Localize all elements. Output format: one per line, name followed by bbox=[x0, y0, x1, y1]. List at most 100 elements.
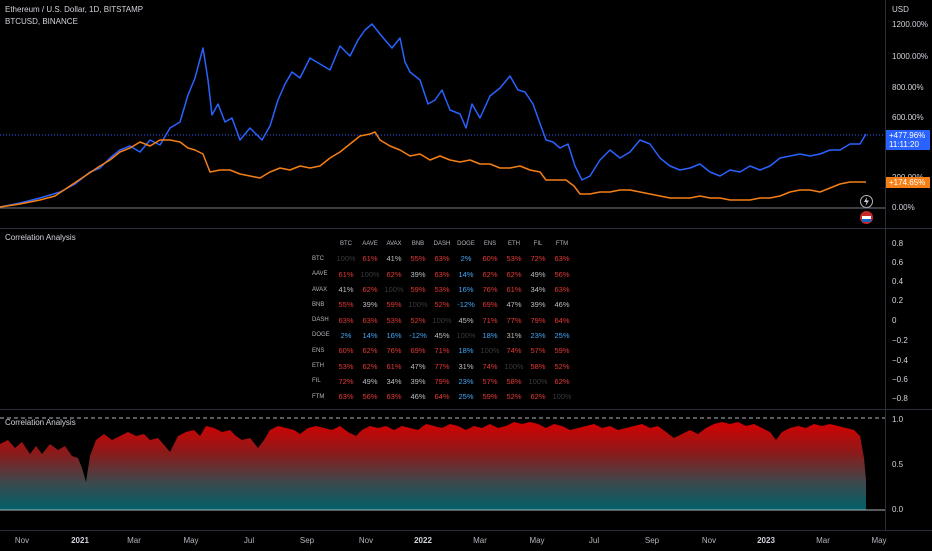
table-cell: 58% bbox=[530, 361, 546, 371]
table-cell: 63% bbox=[338, 315, 354, 325]
correlation-table: BTC AAVE AVAX BNB DASH DOGE ENS ETH FIL FTM BTC 10… bbox=[308, 236, 574, 404]
table-cell: 14% bbox=[362, 330, 378, 340]
table-cell: 39% bbox=[530, 300, 546, 310]
time-axis[interactable] bbox=[0, 530, 932, 551]
table-axis-tick: 0.6 bbox=[892, 258, 904, 267]
eth-last-value-badge: +477.96% 11:11:20 bbox=[886, 130, 930, 150]
table-cell: 58% bbox=[506, 376, 522, 386]
table-row-header: DASH bbox=[312, 317, 329, 324]
table-cell: 61% bbox=[386, 361, 402, 371]
table-cell: 60% bbox=[338, 346, 354, 356]
table-cell: 59% bbox=[554, 346, 570, 356]
table-cell: 60% bbox=[482, 254, 498, 264]
table-row: AAVE 61% 100% 62% 39% 63% 14% 62% 62% 49% 56% bbox=[308, 267, 574, 282]
table-row: DOGE 2% 14% 16% -12% 45% 100% 18% 31% 23% 25% bbox=[308, 328, 574, 343]
table-cell: 39% bbox=[410, 376, 426, 386]
table-cell: 59% bbox=[482, 392, 498, 402]
table-cell: 14% bbox=[458, 269, 474, 279]
time-axis-label: Mar bbox=[127, 536, 141, 545]
flag-icon[interactable] bbox=[860, 211, 873, 224]
time-axis-label: Nov bbox=[14, 536, 30, 545]
table-cell: 100% bbox=[408, 300, 428, 310]
table-cell: 16% bbox=[386, 330, 402, 340]
btc-last-value-badge: +174.65% bbox=[886, 177, 930, 188]
table-cell: 23% bbox=[530, 330, 546, 340]
table-cell: 52% bbox=[554, 361, 570, 371]
plot-axis-tick: 0.5 bbox=[892, 460, 904, 469]
table-cell: 79% bbox=[530, 315, 546, 325]
table-row-header: AVAX bbox=[312, 286, 328, 293]
table-cell: 34% bbox=[530, 285, 546, 295]
table-row: BNB 55% 39% 59% 100% 52% -12% 69% 47% 39% 46% bbox=[308, 297, 574, 312]
table-row-header: DOGE bbox=[312, 332, 330, 339]
table-cell: 56% bbox=[554, 269, 570, 279]
time-axis-label: May bbox=[871, 536, 887, 545]
table-row: BTC 100% 61% 41% 55% 63% 2% 60% 53% 72% 63% bbox=[308, 251, 574, 266]
time-axis-label: Jul bbox=[588, 536, 600, 545]
table-cell: 72% bbox=[338, 376, 354, 386]
table-cell: 59% bbox=[410, 285, 426, 295]
main-symbol-legend[interactable]: Ethereum / U.S. Dollar, 1D, BITSTAMP bbox=[5, 5, 144, 14]
table-cell: 63% bbox=[554, 285, 570, 295]
price-scale[interactable] bbox=[885, 0, 932, 530]
table-row: ENS 60% 62% 76% 69% 71% 18% 100% 74% 57% 59% bbox=[308, 343, 574, 358]
table-cell: 39% bbox=[410, 269, 426, 279]
table-cell: 63% bbox=[386, 392, 402, 402]
table-cell: 62% bbox=[554, 376, 570, 386]
table-cell: -12% bbox=[457, 300, 475, 310]
correlation-plot-title[interactable]: Correlation Analysis bbox=[5, 418, 76, 427]
btc-price-line bbox=[0, 131, 866, 208]
table-cell: 71% bbox=[434, 346, 450, 356]
table-cell: 77% bbox=[434, 361, 450, 371]
time-axis-label: May bbox=[183, 536, 199, 545]
table-column-header: BTC bbox=[340, 240, 352, 247]
correlation-plot[interactable] bbox=[0, 410, 885, 530]
table-cell: 63% bbox=[434, 254, 450, 264]
time-axis-label: 2021 bbox=[71, 536, 89, 545]
table-cell: 2% bbox=[340, 330, 352, 340]
table-row-header: ETH bbox=[312, 363, 324, 370]
table-cell: 63% bbox=[362, 315, 378, 325]
table-cell: 57% bbox=[530, 346, 546, 356]
correlation-table-title[interactable]: Correlation Analysis bbox=[5, 233, 76, 242]
table-cell: 100% bbox=[360, 269, 380, 279]
table-cell: 77% bbox=[506, 315, 522, 325]
table-cell: 62% bbox=[386, 269, 402, 279]
pane-separator-bottom[interactable] bbox=[0, 409, 932, 410]
table-row: FIL 72% 49% 34% 39% 79% 23% 57% 58% 100% 62% bbox=[308, 374, 574, 389]
table-cell: 74% bbox=[482, 361, 498, 371]
table-axis-tick: −0.8 bbox=[892, 394, 908, 403]
table-axis-tick: −0.6 bbox=[892, 375, 908, 384]
table-cell: 25% bbox=[458, 392, 474, 402]
table-cell: 61% bbox=[362, 254, 378, 264]
table-cell: 25% bbox=[554, 330, 570, 340]
time-axis-label: Nov bbox=[701, 536, 717, 545]
table-cell: 100% bbox=[456, 330, 476, 340]
table-row-header: FTM bbox=[312, 393, 325, 400]
table-cell: 31% bbox=[458, 361, 474, 371]
price-axis-tick: 1000.00% bbox=[892, 52, 929, 61]
plot-axis-tick: 1.0 bbox=[892, 415, 904, 424]
time-axis-label: Nov bbox=[358, 536, 374, 545]
table-column-header: DASH bbox=[433, 240, 451, 247]
table-axis-tick: 0.8 bbox=[892, 239, 904, 248]
correlation-area bbox=[0, 422, 866, 510]
table-cell: 100% bbox=[336, 254, 356, 264]
compare-symbol-legend[interactable]: BTCUSD, BINANCE bbox=[5, 17, 78, 26]
table-cell: 62% bbox=[362, 346, 378, 356]
table-cell: 34% bbox=[386, 376, 402, 386]
price-chart[interactable] bbox=[0, 0, 885, 228]
pane-separator-top[interactable] bbox=[0, 228, 932, 229]
table-cell: 49% bbox=[530, 269, 546, 279]
table-cell: 100% bbox=[480, 346, 500, 356]
price-axis-tick: 600.00% bbox=[892, 113, 924, 122]
table-header-row: BTC AAVE AVAX BNB DASH DOGE ENS ETH FIL FTM bbox=[308, 236, 574, 251]
time-axis-label: 2022 bbox=[414, 536, 432, 545]
table-cell: 18% bbox=[482, 330, 498, 340]
table-cell: 63% bbox=[554, 254, 570, 264]
table-column-header: FIL bbox=[533, 240, 543, 247]
table-cell: 45% bbox=[458, 315, 474, 325]
table-cell: 62% bbox=[530, 392, 546, 402]
table-axis-tick: −0.4 bbox=[892, 356, 908, 365]
table-row: AVAX 41% 62% 100% 59% 53% 16% 76% 61% 34% 63% bbox=[308, 282, 574, 297]
